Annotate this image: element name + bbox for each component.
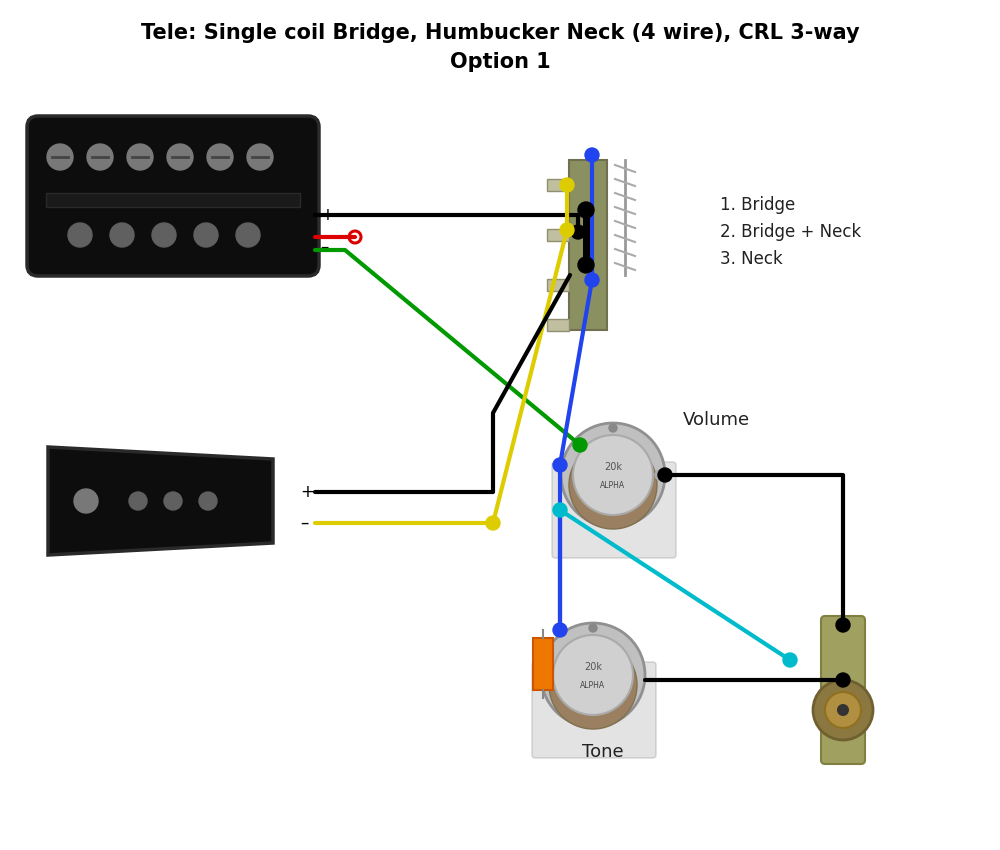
- Circle shape: [549, 641, 637, 729]
- Circle shape: [553, 635, 633, 715]
- Bar: [569, 160, 607, 330]
- Text: +: +: [320, 206, 334, 224]
- Circle shape: [553, 458, 567, 472]
- Circle shape: [609, 424, 617, 432]
- Circle shape: [561, 423, 665, 527]
- Circle shape: [560, 223, 574, 237]
- Text: 20k: 20k: [604, 462, 622, 472]
- Circle shape: [164, 492, 182, 510]
- Text: Option 1: Option 1: [450, 52, 550, 72]
- Circle shape: [571, 225, 585, 239]
- Circle shape: [207, 144, 233, 170]
- FancyBboxPatch shape: [821, 616, 865, 764]
- Bar: [547, 179, 569, 191]
- Circle shape: [486, 516, 500, 530]
- Text: ALPHA: ALPHA: [580, 681, 606, 689]
- Circle shape: [825, 692, 861, 728]
- Bar: [547, 319, 569, 331]
- FancyBboxPatch shape: [532, 662, 656, 758]
- Circle shape: [74, 489, 98, 513]
- Polygon shape: [48, 447, 273, 555]
- Circle shape: [560, 178, 574, 192]
- Bar: [533, 638, 553, 690]
- Circle shape: [837, 704, 849, 716]
- Circle shape: [236, 223, 260, 247]
- Circle shape: [247, 144, 273, 170]
- Circle shape: [553, 503, 567, 517]
- Circle shape: [199, 492, 217, 510]
- Text: 3. Neck: 3. Neck: [720, 250, 783, 268]
- Bar: [547, 229, 569, 241]
- Circle shape: [836, 618, 850, 632]
- Circle shape: [578, 202, 594, 218]
- Circle shape: [585, 273, 599, 287]
- Circle shape: [655, 470, 665, 480]
- FancyBboxPatch shape: [27, 116, 319, 276]
- Circle shape: [589, 624, 597, 632]
- Circle shape: [127, 144, 153, 170]
- Circle shape: [783, 653, 797, 667]
- Circle shape: [47, 144, 73, 170]
- Circle shape: [578, 257, 594, 273]
- Text: 1. Bridge: 1. Bridge: [720, 196, 795, 214]
- Circle shape: [573, 438, 587, 452]
- Circle shape: [110, 223, 134, 247]
- Circle shape: [813, 680, 873, 740]
- Circle shape: [553, 623, 567, 637]
- Text: Volume: Volume: [683, 411, 750, 429]
- Text: Tone: Tone: [582, 743, 624, 761]
- Circle shape: [167, 144, 193, 170]
- Circle shape: [569, 441, 657, 529]
- Circle shape: [541, 623, 645, 727]
- Text: –: –: [300, 514, 308, 532]
- Circle shape: [87, 144, 113, 170]
- Circle shape: [129, 492, 147, 510]
- Text: ALPHA: ALPHA: [600, 480, 626, 490]
- Circle shape: [585, 148, 599, 162]
- Text: –: –: [320, 238, 328, 256]
- Circle shape: [152, 223, 176, 247]
- Text: 20k: 20k: [584, 662, 602, 672]
- Circle shape: [68, 223, 92, 247]
- FancyBboxPatch shape: [552, 462, 676, 558]
- Circle shape: [836, 673, 850, 687]
- Circle shape: [658, 468, 672, 482]
- Circle shape: [573, 435, 653, 515]
- Text: Tele: Single coil Bridge, Humbucker Neck (4 wire), CRL 3-way: Tele: Single coil Bridge, Humbucker Neck…: [141, 23, 859, 43]
- Bar: [547, 279, 569, 291]
- Text: 2. Bridge + Neck: 2. Bridge + Neck: [720, 223, 861, 241]
- Text: +: +: [300, 483, 314, 501]
- Bar: [46, 193, 300, 207]
- Circle shape: [194, 223, 218, 247]
